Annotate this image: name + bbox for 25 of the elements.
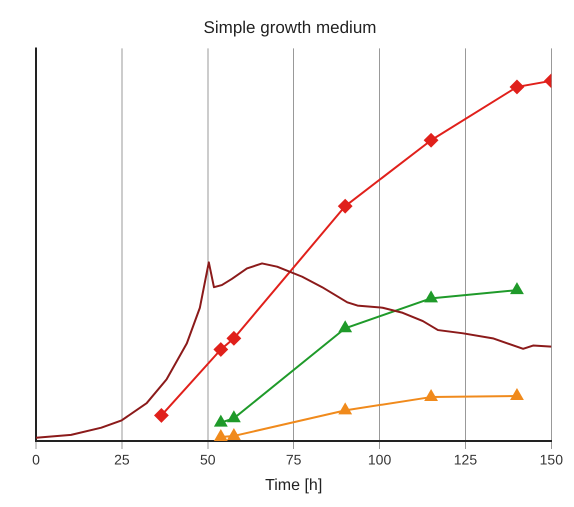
point bbox=[510, 388, 524, 400]
x-tick-label: 50 bbox=[200, 451, 216, 468]
x-tick-label: 0 bbox=[32, 451, 40, 468]
point bbox=[214, 430, 228, 441]
point bbox=[226, 331, 241, 346]
x-axis-title: Time [h] bbox=[265, 476, 322, 494]
x-tick-label: 150 bbox=[540, 451, 564, 468]
point bbox=[214, 342, 228, 357]
x-tick-label: 75 bbox=[286, 451, 302, 468]
point bbox=[228, 411, 240, 422]
chart-title: Simple growth medium bbox=[204, 18, 376, 37]
x-tick-label: 100 bbox=[368, 451, 392, 468]
point bbox=[338, 403, 352, 414]
point bbox=[338, 321, 352, 332]
point bbox=[424, 291, 438, 302]
point bbox=[214, 416, 228, 427]
point bbox=[154, 408, 168, 422]
point bbox=[424, 133, 438, 148]
point bbox=[424, 390, 438, 402]
x-tick-label: 125 bbox=[454, 451, 478, 468]
point bbox=[338, 199, 352, 214]
point bbox=[510, 80, 524, 94]
x-tick-label: 25 bbox=[114, 451, 130, 468]
point bbox=[228, 428, 240, 440]
point bbox=[510, 283, 524, 294]
